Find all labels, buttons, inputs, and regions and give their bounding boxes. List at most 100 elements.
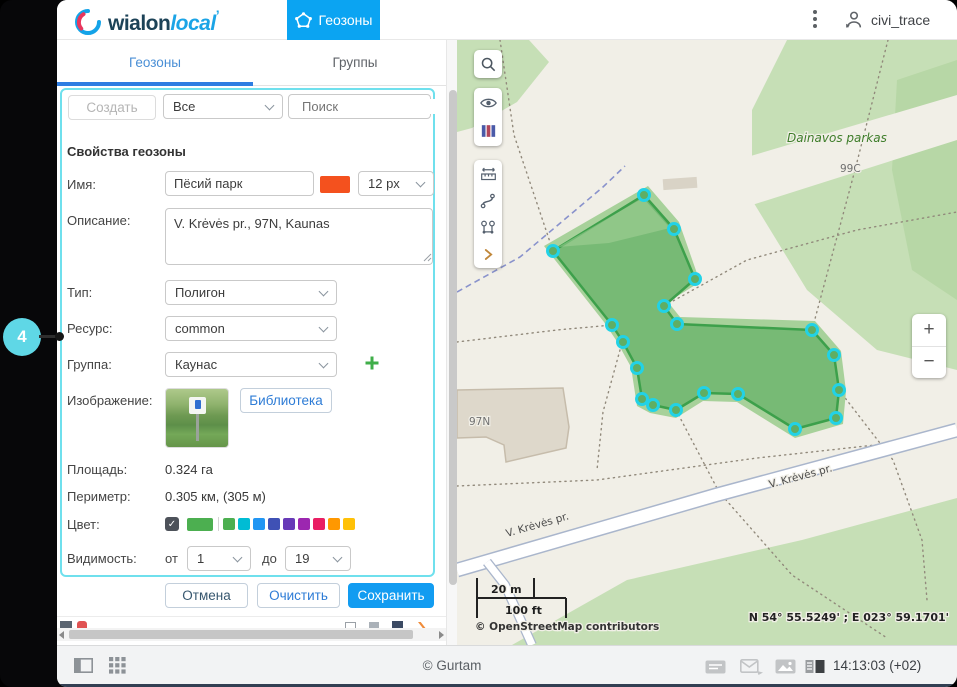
palette-swatch[interactable] [238,518,250,530]
vertical-scrollbar[interactable] [446,40,457,645]
type-select[interactable]: Полигон [165,280,337,305]
polygon-vertex[interactable] [657,299,671,313]
zoom-out-button[interactable]: − [923,351,935,373]
wialon-swirl-icon [75,8,101,35]
map-expand-button[interactable] [474,241,502,268]
description-textarea[interactable]: V. Krėvės pr., 97N, Kaunas [165,208,433,265]
panel-tab-groups[interactable]: Группы [332,55,378,70]
horizontal-scrollbar[interactable] [57,628,446,641]
polygon-vertex[interactable] [646,398,660,412]
palette-swatch[interactable] [283,518,295,530]
name-input[interactable] [165,171,314,196]
name-color-swatch[interactable] [320,176,350,193]
scroll-right-arrow[interactable] [439,631,444,639]
geozones-nav-tab[interactable]: Геозоны [287,0,380,40]
building-97n [457,387,570,463]
horizontal-scroll-thumb[interactable] [69,630,413,639]
map-visibility-button[interactable] [474,89,502,116]
palette-swatch[interactable] [328,518,340,530]
map-search-button[interactable] [474,50,502,78]
layout-contrast-icon[interactable] [805,659,825,674]
map-routes-button[interactable] [474,187,502,214]
apps-grid-icon[interactable] [109,657,126,674]
sign-pole [196,411,199,441]
filter-select[interactable]: Все [163,94,283,119]
polygon-vertex[interactable] [637,188,651,202]
visibility-from-select[interactable]: 1 [187,546,251,571]
palette-swatch[interactable] [343,518,355,530]
polygon-vertex[interactable] [827,348,841,362]
sidebar-toggle-icon[interactable] [74,658,93,673]
save-button[interactable]: Сохранить [348,583,434,608]
polygon-vertex[interactable] [670,317,684,331]
map-canvas[interactable]: Dainavos parkas 99C 97N V. Krėvės pr. V.… [457,40,957,645]
notifications-icon[interactable] [705,660,726,674]
park-label: Dainavos parkas [787,131,887,145]
image-thumbnail[interactable] [165,388,229,448]
map-ruler-button[interactable] [474,160,502,187]
polygon-vertex[interactable] [635,392,649,406]
name-label: Имя: [67,177,96,192]
polygon-vertex[interactable] [731,387,745,401]
polygon-vertex[interactable] [616,335,630,349]
building [662,176,698,191]
map-markers-button[interactable] [474,214,502,241]
color-label: Цвет: [67,517,100,532]
polygon-vertex[interactable] [697,386,711,400]
search-input[interactable] [296,99,478,114]
resource-select[interactable]: common [165,316,337,341]
font-size-select[interactable]: 12 px [358,171,434,196]
username[interactable]: civi_trace [871,12,931,28]
palette-swatch[interactable] [253,518,265,530]
scroll-left-arrow[interactable] [59,631,64,639]
palette-swatch[interactable] [223,518,235,530]
palette-swatch[interactable] [298,518,310,530]
color-enabled-checkbox[interactable]: ✓ [165,517,179,531]
chevron-down-icon [318,322,329,332]
vertical-scroll-thumb[interactable] [448,90,457,585]
chevron-down-icon [318,286,329,296]
house-number-label: 97N [469,416,490,428]
annotation-connector [39,335,59,338]
clock: 14:13:03 (+02) [833,658,922,673]
polygon-vertex[interactable] [546,244,560,258]
kebab-menu-icon[interactable] [813,10,817,28]
cancel-button[interactable]: Отмена [165,583,248,608]
library-button[interactable]: Библиотека [240,388,332,413]
media-icon[interactable] [775,659,796,674]
create-button[interactable]: Создать [68,95,156,120]
plus-icon [365,356,379,370]
polygon-vertex[interactable] [667,222,681,236]
park-area [512,498,957,645]
palette-swatch[interactable] [313,518,325,530]
house-number-label: 99C [840,163,861,175]
add-group-button[interactable] [360,350,384,376]
polygon-vertex[interactable] [688,272,702,286]
svg-text:100 ft: 100 ft [505,604,542,617]
admin-boundary [457,165,626,293]
polygon-vertex[interactable] [630,361,644,375]
map-source-button[interactable] [474,118,502,145]
current-color-swatch[interactable] [187,518,213,531]
zoom-in-button[interactable]: + [912,314,946,347]
mail-send-icon[interactable] [740,659,764,675]
polygon-vertex[interactable] [805,323,819,337]
type-label: Тип: [67,285,93,300]
palette-swatch[interactable] [268,518,280,530]
polygon-vertex[interactable] [788,422,802,436]
nav-tab-label: Геозоны [318,12,373,28]
polygon-vertex[interactable] [669,403,683,417]
image-label: Изображение: [67,393,153,408]
map-search-icon [481,57,496,71]
panel-tab-geozones[interactable]: Геозоны [129,55,181,70]
polygon-vertex[interactable] [832,383,846,397]
clear-button[interactable]: Очистить [257,583,340,608]
user-icon[interactable] [843,9,864,35]
visibility-to-label: до [262,551,277,566]
group-select[interactable]: Каунас [165,352,337,377]
polygon-vertex[interactable] [829,411,843,425]
visibility-to-select[interactable]: 19 [285,546,351,571]
polygon-vertex[interactable] [605,318,619,332]
area-label: Площадь: [67,462,128,477]
resize-handle-icon[interactable] [423,253,432,262]
